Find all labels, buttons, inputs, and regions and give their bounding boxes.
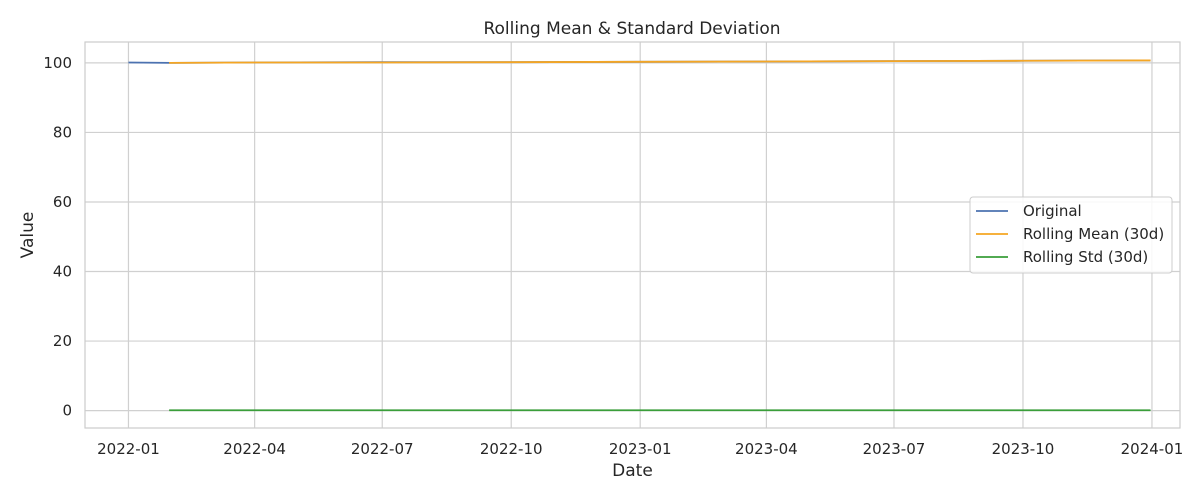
- series-layer: [128, 59, 1151, 412]
- legend-entry-label: Original: [1023, 202, 1082, 220]
- legend: Original Rolling Mean (30d) Rolling Std (3…: [969, 196, 1173, 274]
- y-tick-label: 40: [53, 263, 72, 281]
- x-tick-label: 2023-10: [992, 440, 1055, 458]
- x-tick-label: 2023-04: [735, 440, 798, 458]
- chart-title: Rolling Mean & Standard Deviation: [483, 19, 780, 39]
- y-axis-ticks: 0 20 40 60 80 100: [43, 54, 72, 420]
- legend-entry-label: Rolling Std (30d): [1023, 248, 1148, 266]
- y-axis-label: Value: [18, 212, 38, 259]
- x-axis-ticks: 2022-01 2022-04 2022-07 2022-10 2023-01 2023-…: [97, 440, 1183, 458]
- x-tick-label: 2022-10: [480, 440, 543, 458]
- y-tick-label: 100: [43, 54, 72, 72]
- x-tick-label: 2023-01: [609, 440, 672, 458]
- legend-entry-label: Rolling Mean (30d): [1023, 225, 1164, 243]
- plot-area-frame: [84, 41, 1181, 429]
- series-line-1: [169, 59, 1151, 64]
- legend-box: [969, 196, 1173, 274]
- x-tick-label: 2022-01: [97, 440, 160, 458]
- x-tick-label: 2024-01: [1121, 440, 1184, 458]
- x-tick-label: 2022-07: [351, 440, 414, 458]
- y-tick-label: 0: [62, 402, 72, 420]
- x-axis-label: Date: [612, 461, 653, 481]
- y-tick-label: 20: [53, 332, 72, 350]
- x-tick-label: 2022-04: [223, 440, 286, 458]
- y-tick-label: 80: [53, 123, 72, 141]
- y-tick-label: 60: [53, 193, 72, 211]
- x-tick-label: 2023-07: [863, 440, 926, 458]
